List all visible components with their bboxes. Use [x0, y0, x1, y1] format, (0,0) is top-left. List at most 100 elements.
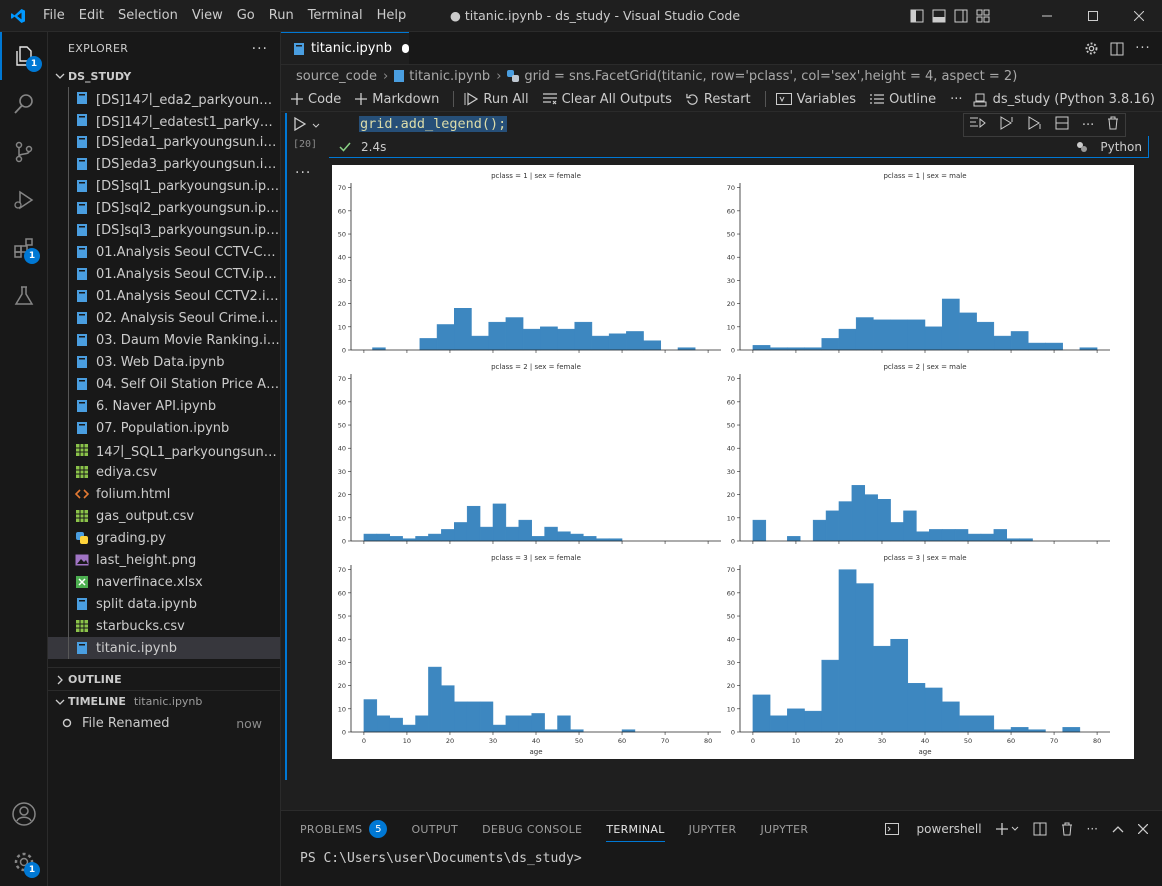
file-item[interactable]: split data.ipynb [48, 593, 280, 615]
menu-edit[interactable]: Edit [78, 7, 104, 23]
run-debug-activity-button[interactable] [0, 176, 48, 224]
file-item[interactable]: gas_output.csv [48, 505, 280, 527]
file-item[interactable]: 04. Self Oil Station Price Analysis.ipyn… [48, 373, 280, 395]
search-activity-button[interactable] [0, 80, 48, 128]
code-cell[interactable]: grid.add_legend(); ··· [20] 2.4s Python [281, 113, 1151, 780]
add-markdown-cell-button[interactable]: Markdown [355, 92, 439, 107]
source-control-activity-button[interactable] [0, 128, 48, 176]
file-item[interactable]: 14기_SQL1_parkyoungsun.csv.csv [48, 439, 280, 461]
file-item[interactable]: grading.py [48, 527, 280, 549]
run-by-line-icon[interactable] [970, 116, 987, 134]
breadcrumb-cell[interactable]: grid = sns.FacetGrid(titanic, row='pclas… [524, 68, 1018, 84]
cell-language-picker[interactable]: Python [1076, 140, 1142, 154]
output-more-button[interactable]: ··· [295, 165, 312, 181]
terminal-shell-selector[interactable]: powershell [871, 822, 982, 836]
unsaved-dot-icon[interactable] [401, 44, 409, 53]
menu-run[interactable]: Run [268, 7, 294, 23]
close-window-button[interactable] [1116, 0, 1162, 32]
menu-view[interactable]: View [191, 7, 223, 23]
file-item[interactable]: [DS]eda3_parkyoungsun.ipynb [48, 153, 280, 175]
restart-kernel-button[interactable]: Restart [686, 92, 751, 107]
terminal-prompt[interactable]: PS C:\Users\user\Documents\ds_study> [300, 851, 582, 866]
file-item[interactable]: naverfinace.xlsx [48, 571, 280, 593]
file-item[interactable]: last_height.png [48, 549, 280, 571]
add-code-cell-button[interactable]: Code [291, 92, 341, 107]
file-item[interactable]: [DS]sql3_parkyoungsun.ipynb [48, 219, 280, 241]
close-panel-icon[interactable] [1138, 824, 1148, 834]
outline-section-header[interactable]: OUTLINE [48, 667, 280, 691]
execute-below-icon[interactable] [1027, 116, 1043, 134]
menu-terminal[interactable]: Terminal [307, 7, 363, 23]
timeline-entry[interactable]: File Renamed now [48, 712, 280, 734]
breadcrumb-folder[interactable]: source_code [296, 68, 378, 84]
clear-all-outputs-button[interactable]: Clear All Outputs [542, 92, 672, 107]
split-editor-icon[interactable] [1104, 42, 1130, 56]
testing-activity-button[interactable] [0, 272, 48, 320]
minimize-button[interactable] [1024, 0, 1070, 32]
delete-cell-icon[interactable] [1107, 116, 1119, 134]
tab-jupyter-1[interactable]: JUPYTER [689, 811, 737, 847]
kernel-picker[interactable]: ds_study (Python 3.8.16) [973, 87, 1155, 112]
panel-title: pclass = 1 | sex = female [491, 172, 581, 180]
tab-output[interactable]: OUTPUT [411, 811, 458, 847]
file-item[interactable]: ediya.csv [48, 461, 280, 483]
file-item[interactable]: 6. Naver API.ipynb [48, 395, 280, 417]
file-item[interactable]: starbucks.csv [48, 615, 280, 637]
file-item[interactable]: [DS]eda1_parkyoungsun.ipynb [48, 131, 280, 153]
panel-more-icon[interactable]: ··· [1086, 822, 1098, 836]
explorer-more-actions-icon[interactable]: ··· [251, 40, 268, 57]
file-item[interactable]: folium.html [48, 483, 280, 505]
file-item[interactable]: 03. Daum Movie Ranking.ipynb [48, 329, 280, 351]
file-item[interactable]: 01.Analysis Seoul CCTV2.ipynb [48, 285, 280, 307]
run-all-button[interactable]: Run All [464, 92, 529, 107]
file-item[interactable]: [DS]sql1_parkyoungsun.ipynb [48, 175, 280, 197]
tab-problems[interactable]: PROBLEMS 5 [300, 811, 388, 847]
run-cell-button[interactable] [294, 116, 307, 135]
file-item[interactable]: [DS]14기_eda2_parkyoungsun.ipynb [48, 87, 280, 109]
kill-terminal-icon[interactable] [1061, 822, 1073, 836]
run-options-chevron-icon[interactable] [312, 119, 320, 134]
manage-activity-button[interactable]: 1 [0, 838, 48, 886]
y-tick-label: 70 [338, 375, 346, 383]
variables-button[interactable]: Variables [775, 92, 856, 107]
customize-layout-icon[interactable] [972, 0, 994, 32]
menu-go[interactable]: Go [236, 7, 255, 23]
extensions-activity-button[interactable]: 1 [0, 224, 48, 272]
file-item[interactable]: [DS]sql2_parkyoungsun.ipynb [48, 197, 280, 219]
tab-terminal[interactable]: TERMINAL [606, 811, 666, 847]
file-item[interactable]: 03. Web Data.ipynb [48, 351, 280, 373]
file-item[interactable]: [DS]14기_edatest1_parkyoungsun.ipynb [48, 109, 280, 131]
file-item[interactable]: 02. Analysis Seoul Crime.ipynb [48, 307, 280, 329]
breadcrumb-file[interactable]: titanic.ipynb [409, 68, 491, 84]
histogram-bar [976, 321, 995, 351]
tab-jupyter-2[interactable]: JUPYTER [760, 811, 808, 847]
more-actions-icon[interactable]: ··· [1135, 41, 1151, 56]
accounts-activity-button[interactable] [0, 790, 48, 838]
timeline-section-header[interactable]: TIMELINE titanic.ipynb [48, 690, 280, 712]
toggle-primary-sidebar-icon[interactable] [906, 0, 928, 32]
folder-header[interactable]: DS_STUDY [48, 65, 280, 87]
file-item[interactable]: 07. Population.ipynb [48, 417, 280, 439]
toggle-secondary-sidebar-icon[interactable] [950, 0, 972, 32]
toggle-panel-icon[interactable] [928, 0, 950, 32]
maximize-panel-icon[interactable] [1112, 825, 1124, 833]
toolbar-more-button[interactable]: ··· [950, 92, 962, 107]
file-item[interactable]: titanic.ipynb [48, 637, 280, 659]
tab-titanic[interactable]: titanic.ipynb [281, 32, 409, 64]
execute-above-icon[interactable] [999, 116, 1015, 134]
menu-selection[interactable]: Selection [117, 7, 178, 23]
cell-more-icon[interactable]: ··· [1081, 117, 1095, 133]
maximize-button[interactable] [1070, 0, 1116, 32]
split-cell-icon[interactable] [1055, 116, 1069, 134]
file-item[interactable]: 01.Analysis Seoul CCTV.ipynb [48, 263, 280, 285]
new-terminal-icon[interactable] [995, 823, 1019, 835]
split-terminal-icon[interactable] [1033, 822, 1047, 836]
outline-button[interactable]: Outline [870, 92, 936, 107]
menu-file[interactable]: File [43, 7, 65, 23]
cell-code[interactable]: grid.add_legend(); [359, 116, 508, 132]
settings-gear-icon[interactable] [1078, 41, 1104, 56]
file-item[interactable]: 01.Analysis Seoul CCTV-Copy1.ipynb [48, 241, 280, 263]
explorer-activity-button[interactable]: 1 [0, 32, 48, 80]
tab-debug-console[interactable]: DEBUG CONSOLE [482, 811, 582, 847]
menu-help[interactable]: Help [376, 7, 407, 23]
